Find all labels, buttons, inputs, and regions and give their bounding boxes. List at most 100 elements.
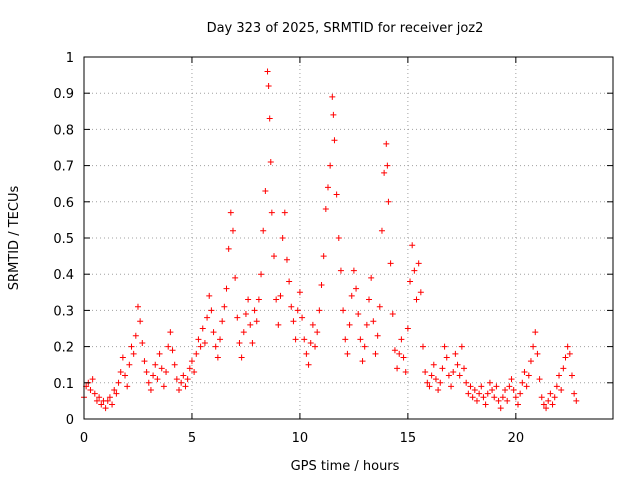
data-point — [353, 285, 360, 292]
data-point — [443, 354, 450, 361]
data-point — [279, 235, 286, 241]
data-point — [512, 394, 519, 401]
data-point — [223, 285, 230, 292]
data-point — [355, 311, 362, 318]
data-point — [359, 358, 366, 365]
data-point — [556, 372, 563, 379]
data-point — [426, 383, 433, 390]
data-point — [437, 379, 444, 386]
data-point — [467, 383, 474, 390]
chart-title: Day 323 of 2025, SRMTID for receiver joz… — [207, 21, 484, 36]
data-point — [229, 227, 236, 234]
x-tick-label: 5 — [188, 431, 196, 446]
data-point — [381, 169, 388, 176]
data-point — [413, 296, 420, 303]
data-point — [307, 339, 314, 346]
data-point — [130, 350, 137, 357]
data-point — [264, 68, 271, 75]
data-point — [348, 292, 355, 299]
data-point — [165, 343, 172, 350]
data-point — [545, 397, 552, 404]
data-point — [193, 350, 200, 357]
data-point — [486, 379, 493, 386]
data-point — [473, 397, 480, 404]
data-point — [389, 311, 396, 318]
data-point — [491, 394, 498, 401]
data-point — [340, 307, 347, 314]
data-point — [98, 401, 105, 408]
data-point — [435, 387, 442, 394]
data-point — [407, 278, 414, 285]
data-point — [260, 227, 267, 234]
data-point — [335, 235, 342, 241]
data-point — [255, 296, 262, 303]
data-point — [411, 267, 418, 274]
data-point — [212, 343, 219, 350]
data-point — [221, 303, 228, 310]
data-point — [141, 358, 148, 365]
data-point — [384, 162, 391, 169]
data-point — [376, 303, 383, 310]
y-tick-label: 0.8 — [53, 123, 74, 138]
data-point — [288, 303, 295, 310]
data-point — [102, 405, 109, 412]
x-tick-label: 0 — [80, 431, 88, 446]
data-point — [208, 307, 215, 314]
data-point — [344, 350, 351, 357]
data-point — [152, 361, 159, 368]
data-point — [312, 343, 319, 350]
data-point — [251, 307, 258, 314]
data-point — [493, 383, 500, 390]
data-point — [204, 314, 211, 321]
data-point — [558, 387, 565, 394]
data-point — [197, 343, 204, 350]
y-tick-label: 0.6 — [53, 196, 74, 211]
data-point — [404, 325, 411, 332]
data-point — [502, 387, 509, 394]
data-point — [268, 209, 275, 216]
y-tick-label: 0.9 — [53, 87, 74, 102]
data-point — [432, 376, 439, 383]
data-point — [217, 336, 224, 343]
data-point — [573, 397, 580, 404]
data-point — [419, 343, 426, 350]
data-point — [476, 390, 483, 397]
data-point — [150, 372, 157, 379]
data-point — [538, 394, 545, 401]
grid-lines — [84, 57, 613, 419]
data-point — [143, 368, 150, 375]
data-point — [93, 397, 100, 404]
data-point — [158, 365, 165, 372]
data-point — [461, 365, 468, 372]
data-point — [497, 405, 504, 412]
data-point — [564, 343, 571, 350]
data-point — [350, 267, 357, 274]
data-point — [201, 339, 208, 346]
data-point — [234, 314, 241, 321]
data-point — [553, 383, 560, 390]
data-point — [571, 390, 578, 397]
data-point — [115, 379, 122, 386]
data-point — [266, 115, 273, 122]
data-point — [396, 350, 403, 357]
data-point — [383, 140, 390, 147]
data-point — [549, 401, 556, 408]
data-point — [450, 368, 457, 375]
data-point — [525, 372, 532, 379]
data-point — [89, 376, 96, 383]
data-point — [398, 336, 405, 343]
data-point — [532, 329, 539, 336]
data-point — [324, 184, 331, 191]
y-tick-label: 0.5 — [53, 232, 74, 247]
data-point — [303, 350, 310, 357]
data-point — [271, 253, 278, 260]
data-point — [113, 390, 120, 397]
data-point — [126, 361, 133, 368]
data-point — [109, 401, 116, 408]
data-point — [275, 321, 282, 328]
data-point — [489, 387, 496, 394]
data-point — [122, 372, 129, 379]
data-point — [104, 397, 111, 404]
data-point — [286, 278, 293, 285]
